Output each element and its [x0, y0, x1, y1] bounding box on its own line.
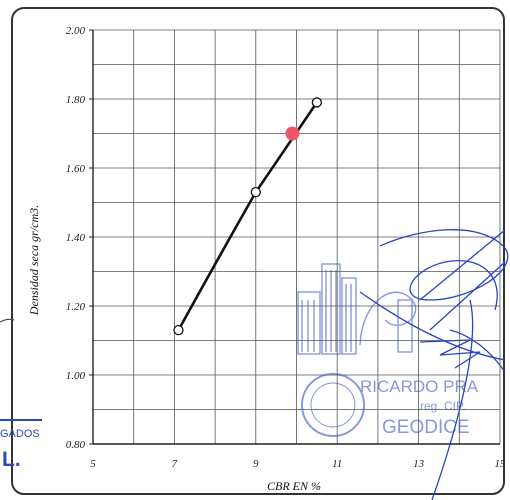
data-point	[250, 186, 261, 198]
y-tick-labels: 0.80 1.00 1.20 1.40 1.60 1.80 2.00	[66, 25, 86, 451]
y-tick-label: 0.80	[66, 439, 86, 451]
x-tick-labels: 5 7 9 11 13 15	[90, 458, 506, 470]
x-tick-label: 5	[90, 458, 96, 470]
y-tick-label: 1.60	[66, 163, 86, 175]
stamp-line-2: reg. CIP.	[420, 399, 466, 413]
x-axis-title: CBR EN %	[267, 479, 321, 493]
x-tick-label: 11	[332, 458, 342, 470]
x-tick-label: 9	[253, 458, 259, 470]
y-tick-label: 1.80	[66, 94, 86, 106]
left-stamp-fragment: GADOS L.	[0, 419, 42, 471]
data-point	[311, 97, 323, 108]
data-point	[173, 324, 184, 336]
stamp-line-3: GEODICE	[382, 417, 470, 438]
stamp-line-1: RICARDO PRA	[360, 377, 479, 396]
data-series	[173, 97, 323, 336]
y-tick-label: 2.00	[66, 25, 86, 37]
left-stamp-text-1: GADOS	[0, 428, 40, 440]
stamp: RICARDO PRA reg. CIP. GEODICE	[297, 263, 479, 438]
x-tick-label: 13	[413, 458, 425, 470]
y-tick-label: 1.40	[66, 232, 86, 244]
chart-grid	[89, 29, 501, 445]
x-tick-label: 15	[495, 458, 507, 470]
chart-frame	[11, 7, 505, 495]
left-stamp-text-2: L.	[2, 448, 21, 471]
seal-circle	[301, 373, 365, 437]
signature	[359, 229, 509, 500]
y-tick-label: 1.20	[66, 301, 86, 313]
stamp-building-graphic	[297, 263, 417, 355]
left-edge-mark	[0, 318, 15, 323]
y-tick-label: 1.00	[66, 370, 86, 382]
x-tick-label: 7	[172, 458, 178, 470]
highlight-point	[285, 126, 300, 141]
y-axis-title: Densidad seca gr/cm3.	[27, 205, 41, 316]
